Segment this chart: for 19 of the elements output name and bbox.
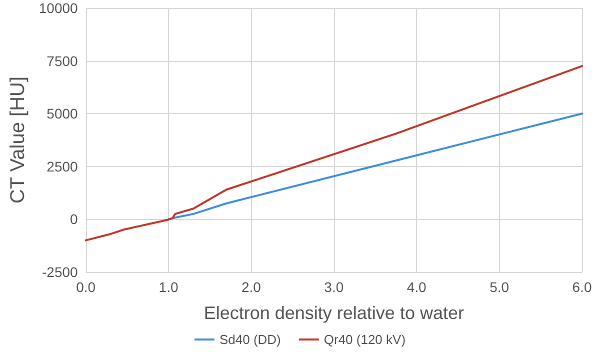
x-tick-label: 4.0 [406,279,427,295]
legend-label: Sd40 (DD) [219,332,281,347]
x-tick-label: 3.0 [324,279,344,295]
y-tick-label: 10000 [38,0,78,16]
y-axis-title: CT Value [HU] [7,76,29,204]
y-tick-label: -2500 [42,264,78,280]
x-axis-title: Electron density relative to water [204,303,464,323]
y-tick-label: 0 [70,211,78,228]
y-tick-label: 2500 [46,158,78,174]
x-tick-label: 2.0 [241,279,262,295]
line-series [168,112,583,220]
x-tick-label: 6.0 [572,279,592,295]
legend-label: Qr40 (120 kV) [324,332,406,347]
line-series [84,65,583,242]
y-tick-label: 5000 [46,106,78,122]
x-tick-label: 5.0 [490,279,510,295]
x-tick-label: 1.0 [158,279,178,295]
y-tick-label: 7500 [46,52,78,69]
x-tick-label: 0.0 [76,279,96,295]
